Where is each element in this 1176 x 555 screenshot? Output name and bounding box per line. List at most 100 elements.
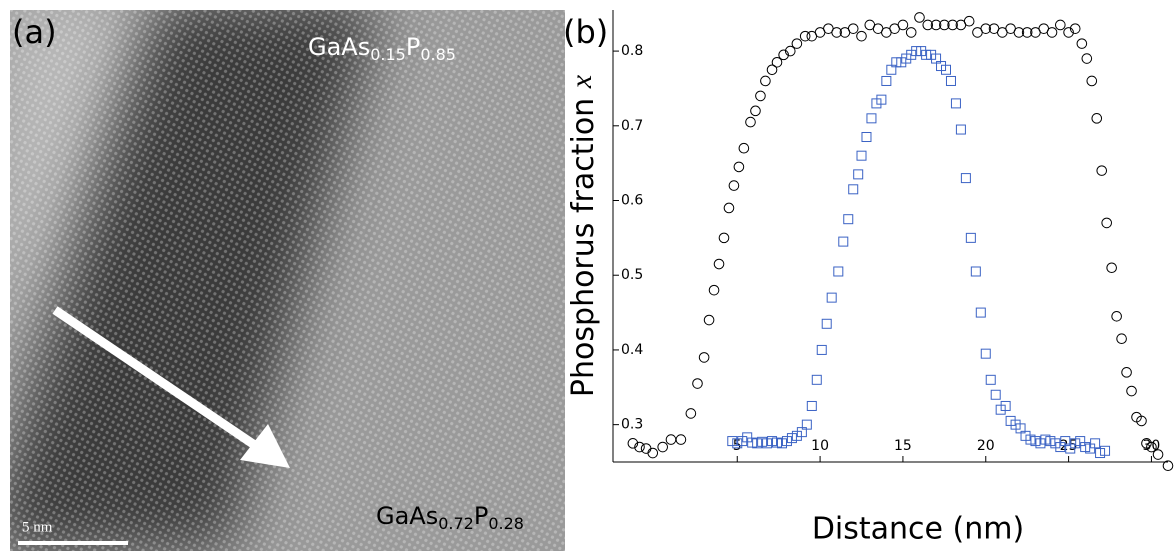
point — [930, 19, 942, 31]
point — [945, 75, 956, 86]
point — [1116, 333, 1127, 345]
arrow-shaft — [52, 306, 265, 454]
y-label-text: Phosphorus fraction — [566, 98, 601, 397]
x-tick-label: 15 — [894, 438, 912, 454]
point — [1152, 449, 1164, 460]
point — [980, 348, 991, 359]
point — [799, 30, 811, 42]
arrow-head — [240, 424, 290, 468]
point — [1091, 113, 1103, 124]
point — [806, 400, 817, 411]
point — [955, 124, 966, 135]
point — [922, 19, 934, 31]
point — [965, 232, 976, 243]
point — [866, 113, 877, 124]
point — [963, 15, 975, 27]
point — [778, 49, 789, 61]
point — [692, 378, 703, 389]
point — [801, 419, 812, 430]
panel-label: (b) — [563, 13, 608, 51]
point — [853, 169, 864, 180]
y-tick-label: 0.5 — [621, 267, 643, 283]
x-tick-label: 10 — [811, 438, 829, 454]
point — [861, 132, 872, 143]
subscript: 0.85 — [420, 45, 456, 64]
point — [847, 23, 859, 34]
point — [826, 292, 837, 303]
lattice — [10, 10, 565, 551]
point — [881, 75, 892, 86]
point — [647, 447, 659, 459]
point — [985, 374, 996, 385]
point — [685, 408, 697, 419]
subscript: 0.28 — [488, 514, 524, 533]
point — [914, 12, 925, 23]
point — [1090, 438, 1101, 449]
point — [1069, 23, 1081, 34]
point — [760, 75, 771, 87]
point — [897, 19, 909, 31]
point — [1081, 53, 1093, 64]
point — [1000, 400, 1011, 411]
point — [876, 94, 887, 105]
point — [1013, 27, 1025, 38]
point — [713, 258, 725, 270]
point — [1021, 27, 1033, 38]
point — [1055, 19, 1066, 31]
point — [1146, 441, 1157, 453]
composition-label: GaAs0.72P0.28 — [376, 502, 524, 533]
point — [1096, 165, 1108, 176]
subscript: 0.15 — [370, 45, 406, 64]
element: GaAs — [308, 33, 370, 61]
point — [766, 64, 778, 76]
point — [1046, 27, 1058, 38]
point — [1162, 460, 1174, 472]
point — [1111, 311, 1122, 322]
point — [755, 90, 766, 102]
point — [970, 266, 981, 277]
point — [738, 142, 750, 154]
point — [856, 30, 867, 42]
panel-label: (a) — [12, 13, 57, 51]
point — [950, 98, 961, 109]
point — [1100, 445, 1111, 456]
point — [675, 434, 687, 445]
y-tick-label: 0.4 — [621, 342, 643, 358]
point — [821, 318, 832, 329]
y-tick-label: 0.8 — [621, 43, 643, 59]
element: GaAs — [376, 502, 438, 530]
point — [703, 314, 715, 326]
point — [980, 23, 992, 34]
point — [975, 307, 986, 318]
point — [771, 56, 783, 68]
point — [1121, 367, 1132, 378]
point — [723, 202, 735, 214]
point — [833, 266, 844, 277]
point — [784, 45, 796, 57]
point — [1106, 262, 1117, 274]
point — [960, 173, 971, 184]
y-tick-label: 0.3 — [621, 417, 643, 433]
x-tick-label: 20 — [977, 438, 995, 454]
point — [640, 443, 652, 454]
composition-label: GaAs0.15P0.85 — [308, 33, 456, 64]
point — [939, 19, 950, 31]
point — [1086, 75, 1098, 87]
point — [1063, 27, 1074, 38]
point — [838, 236, 849, 247]
x-axis-label: Distance (nm) — [812, 512, 1024, 547]
point — [990, 389, 1001, 400]
point — [843, 214, 854, 225]
point — [1076, 38, 1088, 49]
scale-bar-label: 5 nm — [22, 519, 53, 535]
point — [745, 116, 756, 128]
y-tick-label: 0.7 — [621, 118, 643, 134]
point — [811, 374, 822, 385]
point — [816, 344, 827, 355]
point — [634, 441, 645, 453]
point — [1136, 415, 1147, 427]
subscript: 0.72 — [438, 514, 474, 533]
point — [733, 161, 745, 173]
point — [856, 150, 867, 161]
